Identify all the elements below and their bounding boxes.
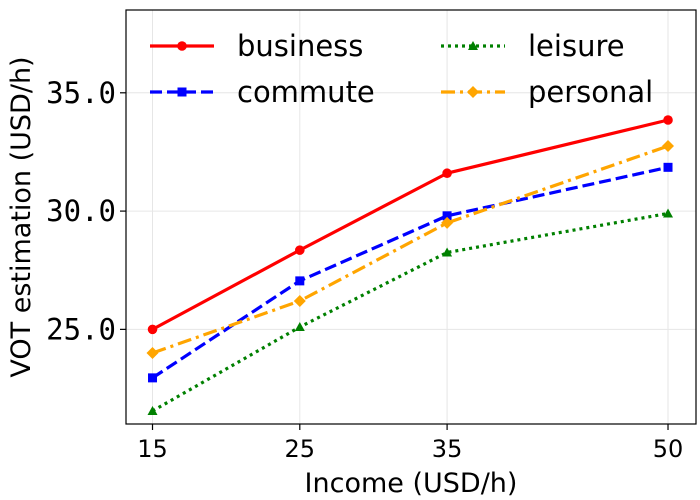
business-point [663, 115, 673, 125]
commute-line [151, 165, 669, 380]
legend-item-personal: personal [441, 75, 653, 109]
y-tick-label: 30.0 [46, 194, 116, 228]
leisure-point [294, 322, 305, 332]
legend-label: commute [237, 75, 375, 109]
y-tick-label: 35.0 [46, 76, 116, 110]
plot-frame [125, 9, 697, 425]
x-tick-label: 35 [432, 435, 463, 463]
y-tick-label: 25.0 [46, 312, 116, 346]
business-point [294, 245, 305, 255]
leisure-point [663, 208, 674, 218]
leisure-line [151, 211, 669, 413]
commute-point [148, 373, 158, 383]
commute-point [442, 211, 452, 221]
legend-marker [468, 41, 478, 50]
x-tick-label: 15 [137, 435, 168, 463]
legend-label: business [237, 29, 363, 63]
series-layer [146, 115, 675, 415]
personal-point [441, 216, 454, 229]
commute-point [295, 276, 305, 286]
series-business [147, 115, 673, 335]
grid-lines [126, 10, 696, 424]
series-personal [146, 140, 675, 360]
leisure-point [442, 247, 453, 257]
legend-label: personal [528, 75, 653, 109]
business-line [151, 118, 669, 331]
business-point [147, 324, 158, 335]
x-axis-label: Income (USD/h) [305, 468, 518, 499]
legend-item-commute: commute [150, 75, 375, 109]
legend: business commute leisure personal [150, 29, 653, 109]
business-point [442, 168, 452, 179]
personal-point [662, 140, 675, 153]
series-commute [148, 162, 673, 383]
legend-item-leisure: leisure [441, 29, 625, 63]
legend-item-business: business [150, 29, 363, 63]
leisure-point [147, 405, 158, 415]
x-tick-label: 25 [285, 435, 316, 463]
legend-marker [177, 41, 187, 51]
x-tick-label: 50 [653, 435, 684, 463]
legend-marker [467, 86, 479, 98]
commute-point [663, 162, 673, 172]
personal-point [146, 347, 159, 360]
y-axis-label: VOT estimation (USD/h) [6, 56, 37, 377]
personal-line [151, 144, 669, 355]
axis-ticks: 15 25 35 50 25.0 30.0 35.0 [46, 76, 683, 463]
legend-marker [177, 87, 187, 97]
personal-point [293, 294, 306, 307]
legend-label: leisure [528, 29, 625, 63]
series-leisure [147, 208, 674, 415]
